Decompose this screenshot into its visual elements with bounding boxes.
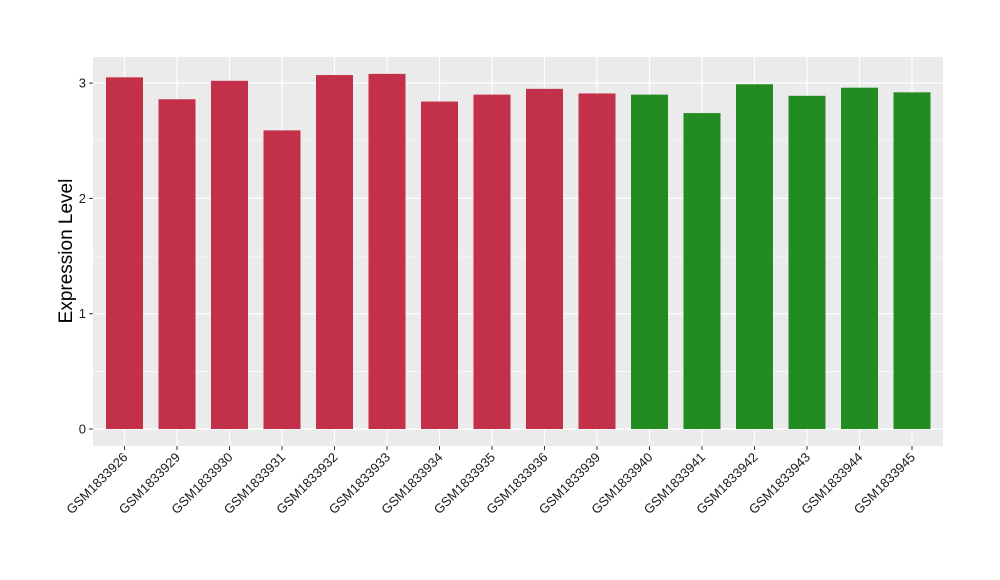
- bar-GSM1833936: [526, 88, 563, 430]
- bar-GSM1833929: [158, 99, 196, 429]
- bar-GSM1833934: [421, 101, 458, 429]
- x-axis: GSM1833926GSM1833929GSM1833930GSM1833931…: [63, 446, 918, 517]
- y-tick-label: 3: [79, 76, 86, 91]
- bar-GSM1833943: [788, 95, 826, 430]
- bar-GSM1833940: [631, 94, 668, 429]
- y-tick-label: 2: [79, 191, 86, 206]
- y-tick-label: 0: [79, 422, 86, 437]
- bar-GSM1833931: [263, 130, 301, 430]
- y-tick-label: 1: [79, 306, 86, 321]
- bar-GSM1833930: [211, 80, 248, 429]
- bar-GSM1833932: [316, 75, 353, 430]
- bar-GSM1833944: [841, 87, 878, 429]
- bar-GSM1833945: [893, 92, 931, 429]
- bar-GSM1833935: [473, 94, 511, 429]
- bars-group: [106, 73, 931, 430]
- bar-GSM1833941: [683, 113, 721, 429]
- bar-GSM1833933: [368, 73, 406, 429]
- bar-GSM1833939: [578, 93, 616, 430]
- y-axis: 0 1 2 3: [79, 76, 93, 437]
- bar-GSM1833926: [106, 77, 143, 430]
- y-axis-title: Expression Level: [56, 179, 77, 324]
- bar-GSM1833942: [736, 84, 773, 430]
